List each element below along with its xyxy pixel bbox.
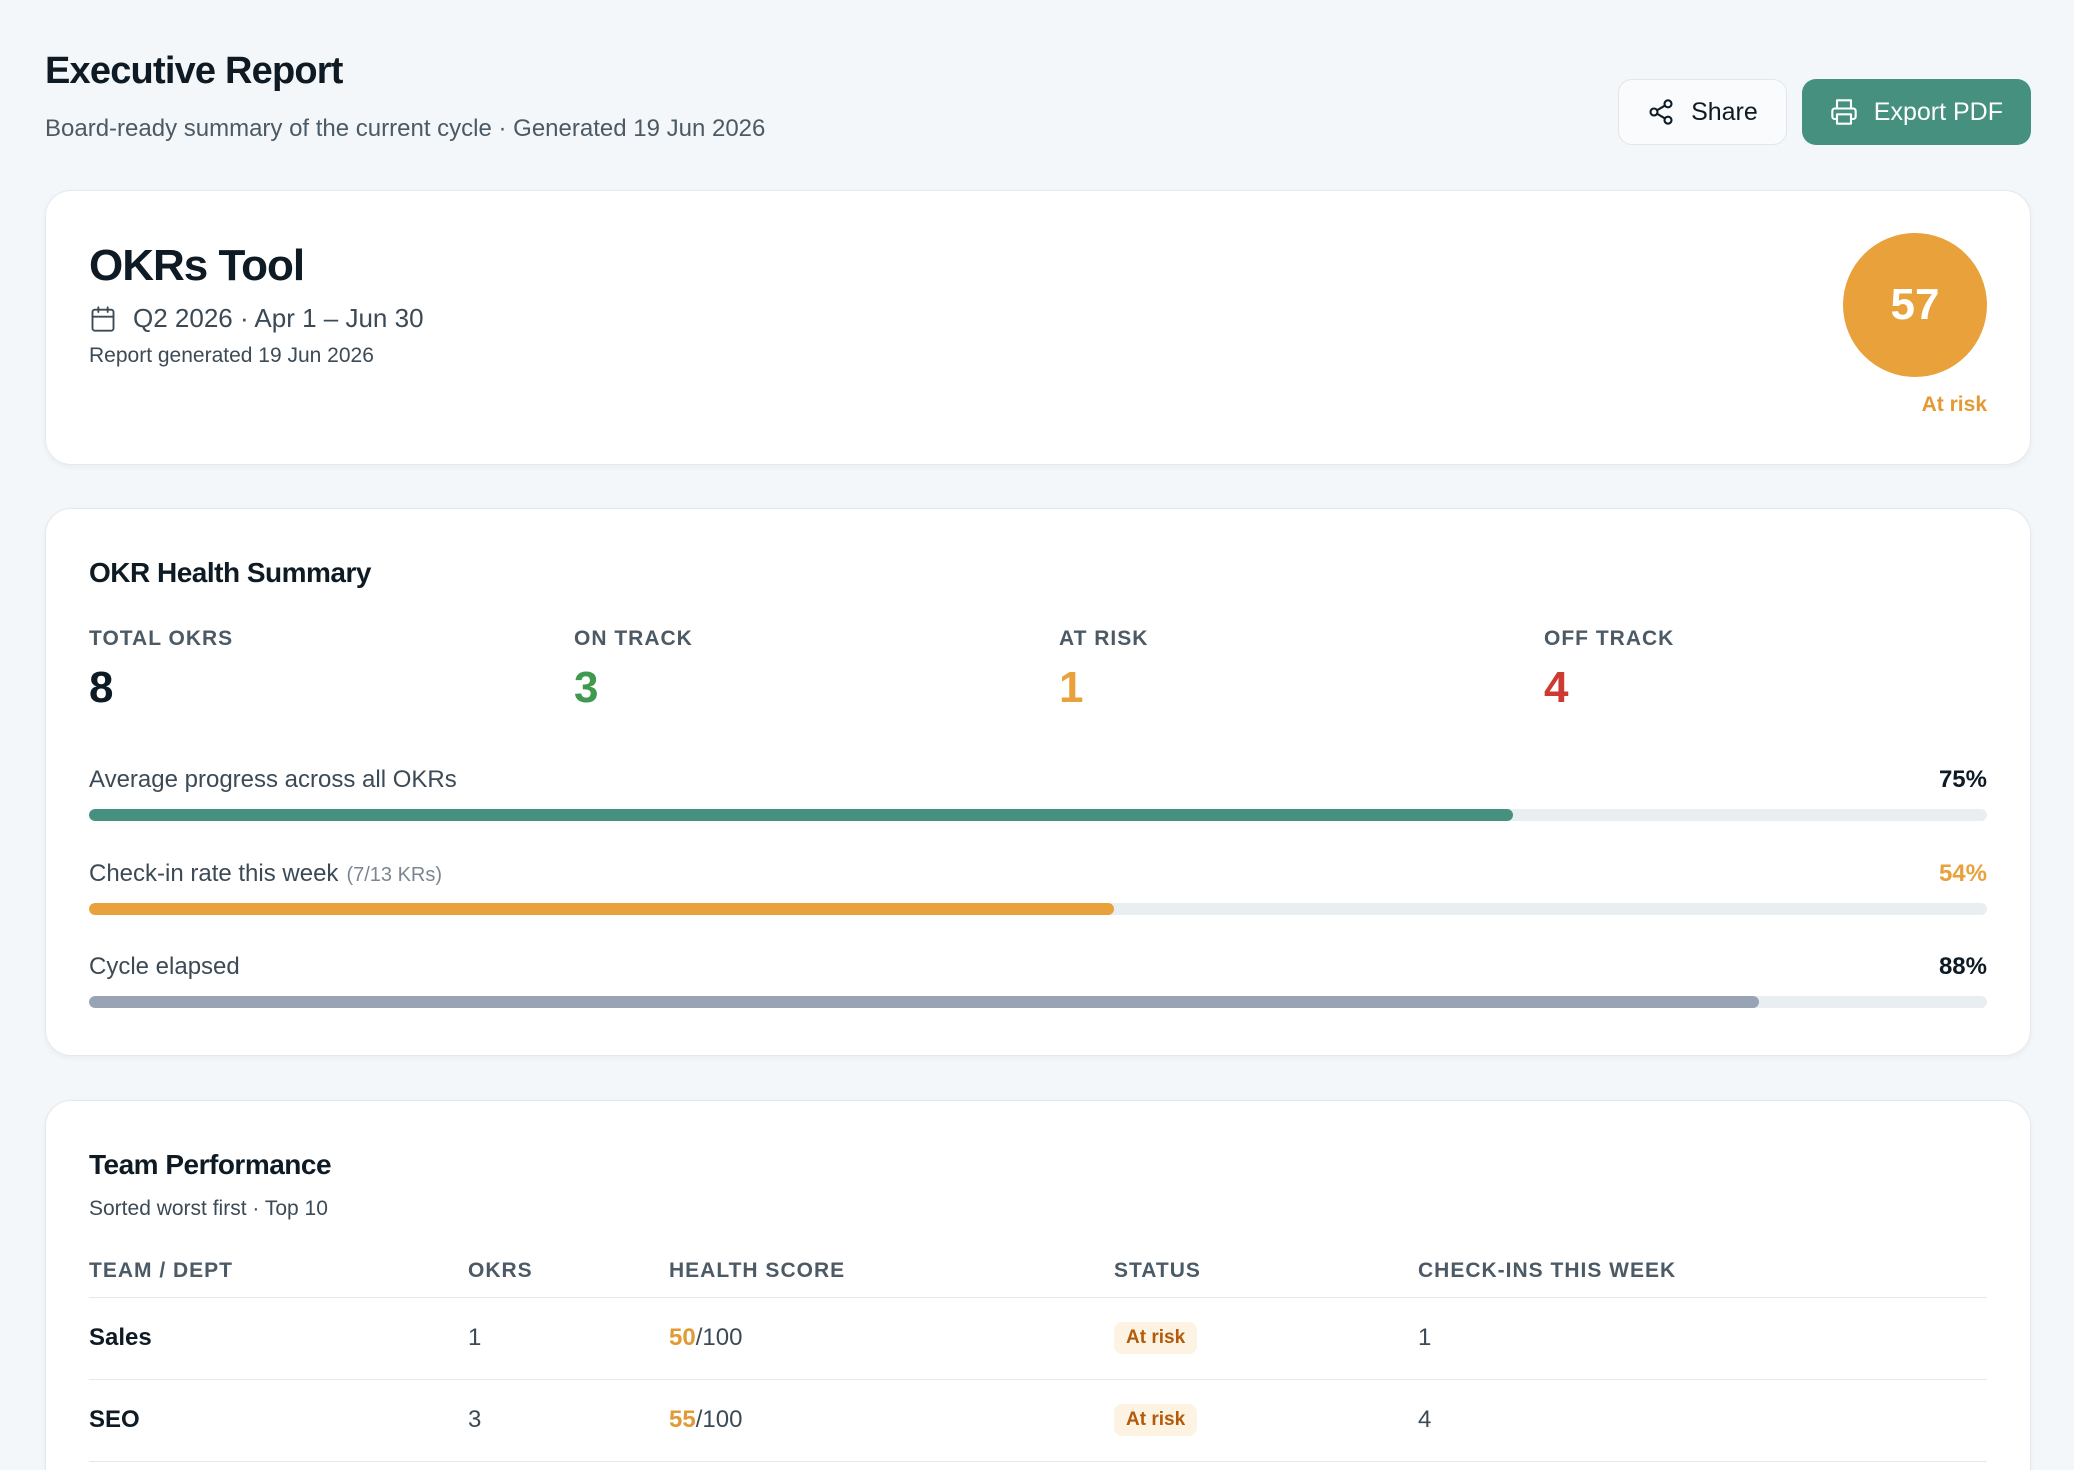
share-button[interactable]: Share <box>1618 79 1787 145</box>
page-header: Executive Report Board-ready summary of … <box>45 50 2031 160</box>
team-performance-card: Team Performance Sorted worst first · To… <box>45 1100 2031 1470</box>
stat-total-okrs: TOTAL OKRS 8 <box>89 627 233 713</box>
health-score-suffix: /100 <box>695 1406 743 1433</box>
health-score-suffix: /100 <box>695 1324 743 1351</box>
okr-period-text: Q2 2026 · Apr 1 – Jun 30 <box>133 303 424 333</box>
stat-label: OFF TRACK <box>1544 627 1675 650</box>
header-actions: Share Export PDF <box>1618 79 2031 145</box>
progress-track <box>89 996 1987 1008</box>
team-performance-title: Team Performance <box>89 1149 332 1180</box>
progress-fill <box>89 809 1513 821</box>
health-stats: TOTAL OKRS 8 ON TRACK 3 AT RISK 1 OFF TR… <box>89 627 1987 717</box>
printer-icon <box>1830 98 1858 126</box>
progress-track <box>89 809 1987 821</box>
okr-health-summary-card: OKR Health Summary TOTAL OKRS 8 ON TRACK… <box>45 508 2031 1056</box>
progress-fill <box>89 996 1760 1008</box>
table-row[interactable]: Sales 1 50/100 At risk 1 <box>89 1298 1987 1380</box>
team-checkins: 1 <box>1418 1324 1432 1351</box>
page-title: Executive Report <box>45 50 343 92</box>
stat-value: 8 <box>89 663 114 712</box>
progress-note: (7/13 KRs) <box>346 864 443 886</box>
team-performance-table: TEAM / DEPT OKRS HEALTH SCORE STATUS CHE… <box>89 1253 1987 1462</box>
progress-checkin-rate: Check-in rate this week (7/13 KRs) 54% <box>89 860 1987 916</box>
share-button-label: Share <box>1691 97 1758 126</box>
team-okr-count: 3 <box>468 1406 482 1433</box>
stat-value: 1 <box>1059 663 1084 712</box>
column-header-checkins[interactable]: CHECK-INS THIS WEEK <box>1418 1259 1677 1282</box>
share-icon <box>1647 98 1675 126</box>
stat-value: 4 <box>1544 663 1569 712</box>
team-performance-subtitle: Sorted worst first · Top 10 <box>89 1197 328 1220</box>
export-pdf-button[interactable]: Export PDF <box>1801 79 2031 145</box>
stat-on-track: ON TRACK 3 <box>574 627 693 713</box>
progress-value: 88% <box>1938 953 1987 980</box>
stat-at-risk: AT RISK 1 <box>1059 627 1148 713</box>
team-name: SEO <box>89 1406 140 1433</box>
health-score-value: 55 <box>669 1406 696 1433</box>
column-header-okrs[interactable]: OKRS <box>468 1259 533 1282</box>
export-pdf-button-label: Export PDF <box>1873 97 2003 126</box>
progress-value: 75% <box>1938 766 1987 793</box>
team-health-score: 55/100 <box>669 1406 742 1434</box>
okr-period: Q2 2026 · Apr 1 – Jun 30 <box>89 303 424 334</box>
progress-label: Cycle elapsed <box>89 953 240 980</box>
team-name: Sales <box>89 1324 152 1351</box>
okr-name: OKRs Tool <box>89 241 305 290</box>
progress-cycle-elapsed: Cycle elapsed 88% <box>89 953 1987 1009</box>
status-badge: At risk <box>1114 1404 1198 1436</box>
page-subtitle: Board-ready summary of the current cycle… <box>45 115 766 142</box>
progress-value: 54% <box>1938 860 1987 887</box>
stat-value: 3 <box>574 663 599 712</box>
health-score-status: At risk <box>1921 393 1987 416</box>
column-header-status[interactable]: STATUS <box>1114 1259 1201 1282</box>
table-header: TEAM / DEPT OKRS HEALTH SCORE STATUS CHE… <box>89 1253 1987 1298</box>
stat-off-track: OFF TRACK 4 <box>1544 627 1674 713</box>
health-score-circle: 57 <box>1843 233 1987 377</box>
team-checkins: 4 <box>1418 1406 1432 1433</box>
okr-summary-card: OKRs Tool Q2 2026 · Apr 1 – Jun 30 Repor… <box>45 190 2031 465</box>
table-row[interactable]: SEO 3 55/100 At risk 4 <box>89 1380 1987 1462</box>
calendar-icon <box>89 305 117 333</box>
progress-label: Check-in rate this week <box>89 860 339 887</box>
progress-average: Average progress across all OKRs 75% <box>89 766 1987 822</box>
stat-label: AT RISK <box>1059 627 1149 650</box>
progress-track <box>89 903 1987 915</box>
status-badge: At risk <box>1114 1322 1198 1354</box>
progress-label: Average progress across all OKRs <box>89 766 457 793</box>
okr-generated-date: Report generated 19 Jun 2026 <box>89 344 374 367</box>
team-health-score: 50/100 <box>669 1324 742 1352</box>
stat-label: TOTAL OKRS <box>89 627 234 650</box>
health-summary-title: OKR Health Summary <box>89 557 371 588</box>
stat-label: ON TRACK <box>574 627 693 650</box>
column-header-team[interactable]: TEAM / DEPT <box>89 1259 234 1282</box>
progress-fill <box>89 903 1114 915</box>
health-score-value: 50 <box>669 1324 696 1351</box>
column-header-health-score[interactable]: HEALTH SCORE <box>669 1259 846 1282</box>
team-okr-count: 1 <box>468 1324 482 1351</box>
